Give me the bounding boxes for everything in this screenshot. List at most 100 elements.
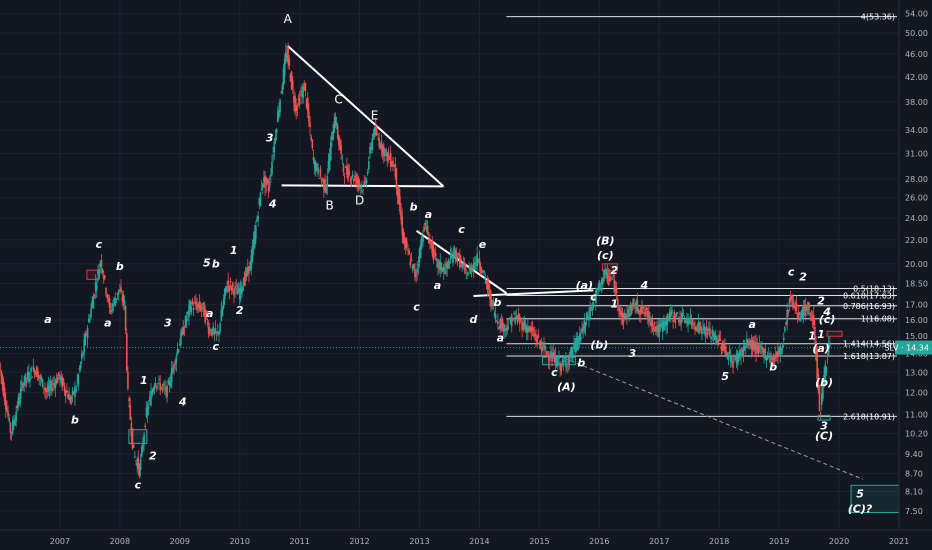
candle-body [540, 346, 543, 353]
candle-body [607, 276, 610, 278]
candle-body [415, 271, 417, 276]
candle-body [37, 371, 39, 381]
candle-body [237, 287, 240, 293]
candle-body [303, 86, 306, 91]
candle-body [18, 399, 21, 404]
candle-body [766, 356, 769, 360]
candle-body [537, 334, 540, 338]
candle-body [431, 239, 434, 254]
candle-body [759, 346, 762, 348]
candle-body [389, 153, 392, 167]
candle-body [147, 407, 150, 409]
candle-body [137, 457, 140, 470]
candle-body [266, 179, 269, 184]
candle-body [679, 317, 681, 321]
candle-body [659, 322, 662, 328]
candle-body [265, 176, 268, 186]
candle-body [30, 368, 32, 372]
wave-label: 2 [610, 264, 618, 277]
candle-body [536, 339, 538, 344]
candle-body [168, 382, 171, 385]
candle-body [13, 421, 15, 425]
candle-body [67, 394, 69, 399]
chart-grid [0, 0, 900, 530]
candle-body [519, 320, 521, 324]
candle-body [127, 371, 129, 389]
candle-body [447, 260, 450, 267]
candle-body [384, 149, 386, 156]
candle-body [610, 276, 612, 279]
structure-label: A [284, 12, 293, 26]
candle-body [326, 176, 329, 187]
y-tick-label: 7.50 [905, 507, 923, 516]
candle-body [795, 302, 798, 311]
candle-body [704, 330, 707, 337]
candle-body [278, 109, 280, 117]
candle-body [309, 122, 311, 128]
candle-body [22, 385, 24, 388]
candle-body [374, 126, 377, 136]
candle-body [173, 364, 175, 368]
candle-body [577, 340, 580, 342]
candle-body [401, 216, 404, 235]
candle-body [105, 288, 107, 294]
candle-body [319, 168, 322, 177]
candle-body [432, 244, 435, 260]
candle-body [492, 301, 495, 307]
candle-body [581, 328, 583, 333]
candle-body [290, 71, 293, 89]
candle-body [40, 376, 43, 381]
candle-body [363, 181, 366, 186]
candle-body [735, 353, 738, 364]
candle-body [530, 328, 533, 332]
candle-body [271, 161, 273, 175]
candle-body [826, 354, 829, 358]
candle-body [550, 351, 552, 359]
candle-body [108, 297, 111, 308]
wave-label: 3 [266, 132, 274, 145]
x-axis-panel[interactable] [0, 530, 932, 550]
wave-label: (a) [576, 279, 593, 292]
candle-body [543, 344, 545, 349]
x-tick-label: 2019 [769, 537, 789, 546]
zone-box [850, 484, 900, 514]
candle-body [589, 307, 591, 319]
candle-body [268, 182, 271, 187]
candle-body [289, 74, 292, 82]
candle-body [149, 396, 151, 401]
candle-body [478, 258, 481, 266]
candle-body [621, 311, 624, 317]
candle-body [157, 383, 159, 385]
candle-body [816, 349, 818, 380]
candle-body [181, 328, 183, 336]
x-tick-label: 2014 [469, 537, 489, 546]
candle-body [489, 289, 491, 299]
candle-body [485, 280, 488, 285]
candle-body [423, 226, 425, 231]
wave-label: b [577, 357, 585, 370]
wave-label: 4 [822, 305, 831, 318]
candle-body [190, 306, 193, 313]
candle-body [567, 360, 570, 365]
candle-body [42, 388, 45, 389]
candle-body [563, 360, 566, 362]
candle-body [10, 432, 13, 434]
wave-label: (A) [557, 380, 576, 393]
candle-body [733, 358, 735, 360]
candle-body [301, 90, 303, 96]
fib-label: 1.618(13.87) [843, 352, 895, 361]
candle-body [470, 267, 473, 272]
y-tick-label: 38.00 [905, 98, 928, 107]
y-axis-panel[interactable] [899, 0, 932, 530]
wave-label: 2 [817, 295, 825, 308]
candle-body [282, 68, 285, 86]
candle-body [354, 175, 356, 179]
candle-body [664, 322, 666, 323]
candle-body [62, 378, 65, 385]
candle-body [542, 342, 544, 343]
candle-body [658, 325, 661, 337]
candle-body [803, 306, 806, 310]
candle-body [544, 346, 546, 350]
